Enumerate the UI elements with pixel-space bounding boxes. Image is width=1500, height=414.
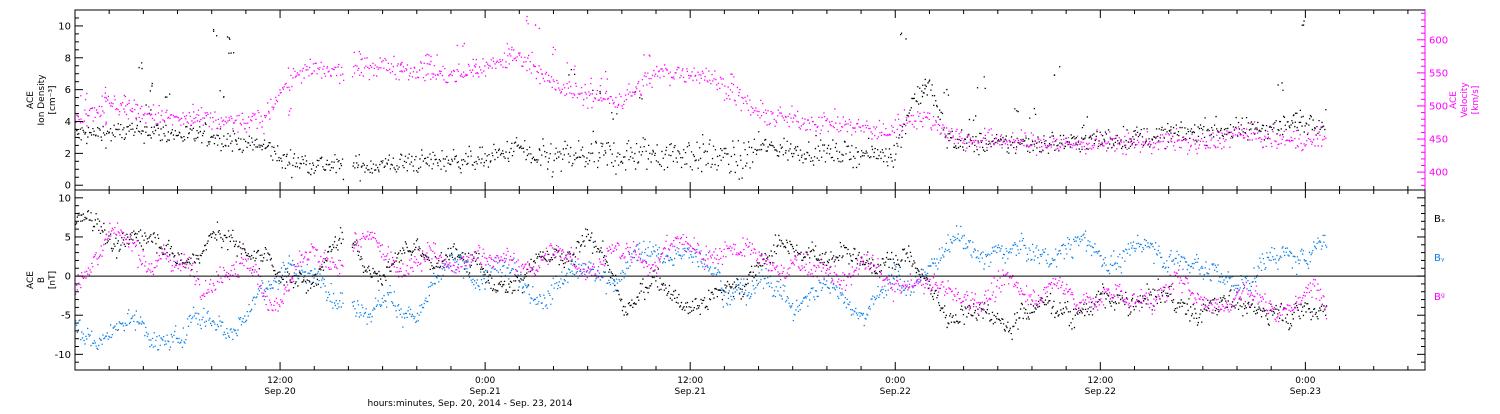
- bottom-left-tick-label: -10: [55, 350, 71, 361]
- top-right-ylabel-line3: [km/s]: [1471, 86, 1481, 115]
- top-left-tick-label: 0: [65, 181, 71, 192]
- bottom-panel-frame: [74, 189, 1426, 371]
- x-tick-label-time: 12:00: [677, 376, 703, 386]
- bottom-left-tick-label: 0: [65, 272, 71, 283]
- top-left-ylabel-line2: Ion Density: [37, 74, 47, 126]
- top-left-tick-label: 4: [65, 117, 71, 128]
- top-left-tick-label: 10: [58, 21, 71, 32]
- x-tick-label-date: Sep.21: [675, 387, 706, 397]
- bottom-panel-marks: [75, 210, 1328, 351]
- bottom-left-ylabel-line1: ACE: [26, 271, 36, 289]
- top-right-ylabel-line1: ACE: [1449, 91, 1459, 109]
- x-tick-label-time: 12:00: [1087, 376, 1113, 386]
- bottom-left-tick-label: 5: [65, 232, 71, 243]
- x-tick-label-time: 0:00: [475, 376, 495, 386]
- x-tick-label-date: Sep.22: [1085, 387, 1116, 397]
- top-right-tick-label: 450: [1429, 135, 1448, 146]
- top-left-ylabel-line1: ACE: [26, 91, 36, 109]
- top-left-tick-label: 2: [65, 149, 71, 160]
- top-right-tick-label: 500: [1429, 101, 1448, 112]
- bottom-left-ylabel-line3: [nT]: [48, 271, 58, 289]
- x-tick-label-date: Sep.23: [1290, 387, 1321, 397]
- x-tick-label-time: 0:00: [1295, 376, 1315, 386]
- top-left-tick-label: 8: [65, 53, 71, 64]
- bottom-series-2: [75, 222, 1328, 323]
- top-right-tick-label: 550: [1429, 68, 1448, 79]
- x-tick-label-date: Sep.22: [880, 387, 911, 397]
- bottom-left-tick-label: -5: [61, 311, 71, 322]
- legend-bx: Bₓ: [1434, 214, 1445, 225]
- bottom-left-tick-label: 10: [58, 193, 71, 204]
- bottom-panel-axes: -10 -5 0 5 10: [55, 10, 1426, 371]
- bottom-left-ylabel-line2: B: [37, 277, 47, 283]
- x-tick-label-time: 0:00: [885, 376, 905, 386]
- x-axis-title: hours:minutes, Sep. 20, 2014 - Sep. 23, …: [368, 399, 573, 409]
- top-right-tick-label: 600: [1429, 35, 1448, 46]
- x-tick-label-date: Sep.21: [469, 387, 500, 397]
- top-right-ylabel-line2: Velocity: [1460, 82, 1470, 118]
- top-left-ylabel-line3: [cm⁻³]: [48, 85, 58, 114]
- bottom-series-2-points: [75, 222, 1328, 323]
- x-tick-label-time: 12:00: [267, 376, 293, 386]
- top-left-tick-label: 6: [65, 85, 71, 96]
- legend-by: Bᵧ: [1434, 253, 1445, 264]
- legend-bz: Bᶢ: [1434, 292, 1445, 303]
- x-tick-labels: 12:00Sep.200:00Sep.2112:00Sep.210:00Sep.…: [264, 376, 1321, 397]
- top-right-tick-label: 400: [1429, 168, 1448, 179]
- x-tick-label-date: Sep.20: [264, 387, 296, 397]
